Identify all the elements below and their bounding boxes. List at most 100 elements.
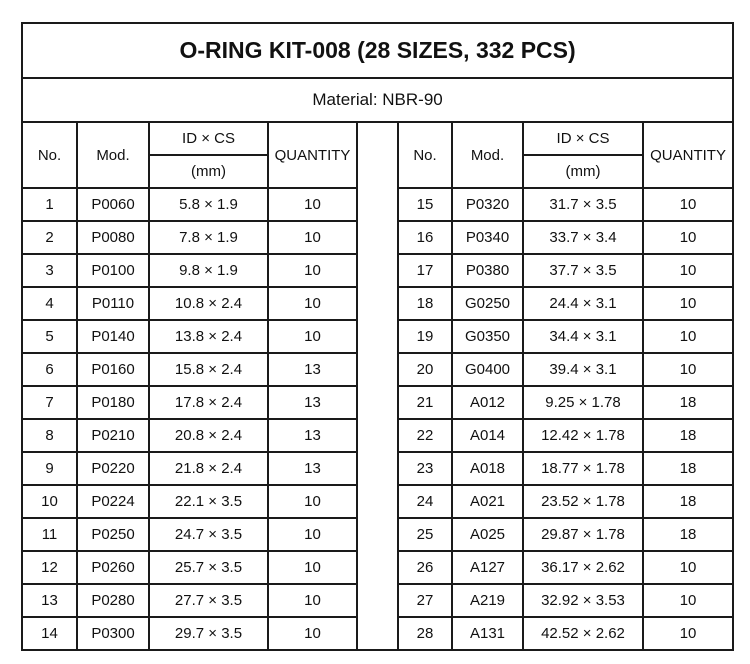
- cell-no: 19: [397, 319, 453, 354]
- table-row: 2 P0080 7.8 × 1.9 10 16 P0340 33.7 × 3.4 10: [21, 220, 735, 255]
- table-row: 14 P0300 29.7 × 3.5 10 28 A131 42.52 × 2.62 10: [21, 616, 735, 651]
- cell-mod: P0380: [451, 253, 524, 288]
- cell-no: 7: [21, 385, 78, 420]
- cell-no: 10: [21, 484, 78, 519]
- header-no: No.: [397, 121, 453, 189]
- cell-no: 2: [21, 220, 78, 255]
- cell-size: 27.7 × 3.5: [148, 583, 269, 618]
- cell-no: 11: [21, 517, 78, 552]
- cell-no: 20: [397, 352, 453, 387]
- cell-no: 26: [397, 550, 453, 585]
- cell-qty: 10: [641, 352, 735, 387]
- cell-mod: A131: [451, 616, 524, 651]
- cell-no: 9: [21, 451, 78, 486]
- cell-qty: 10: [641, 616, 735, 651]
- table-row: 7 P0180 17.8 × 2.4 13 21 A012 9.25 × 1.78 18: [21, 385, 735, 420]
- cell-mod: P0250: [76, 517, 150, 552]
- cell-qty: 13: [267, 451, 358, 486]
- cell-qty: 10: [641, 286, 735, 321]
- cell-size: 15.8 × 2.4: [148, 352, 269, 387]
- cell-no: 4: [21, 286, 78, 321]
- cell-mod: P0110: [76, 286, 150, 321]
- cell-mod: P0080: [76, 220, 150, 255]
- header-idcs: ID × CS: [148, 121, 269, 156]
- cell-qty: 18: [641, 451, 735, 486]
- cell-mod: A018: [451, 451, 524, 486]
- cell-qty: 18: [641, 418, 735, 453]
- header-idcs: ID × CS: [522, 121, 644, 156]
- cell-size: 29.87 × 1.78: [522, 517, 644, 552]
- cell-qty: 13: [267, 418, 358, 453]
- cell-size: 20.8 × 2.4: [148, 418, 269, 453]
- cell-qty: 18: [641, 484, 735, 519]
- cell-mod: P0210: [76, 418, 150, 453]
- header-quantity: QUANTITY: [267, 121, 358, 189]
- cell-size: 5.8 × 1.9: [148, 187, 269, 222]
- header-quantity: QUANTITY: [641, 121, 735, 189]
- cell-size: 36.17 × 2.62: [522, 550, 644, 585]
- cell-qty: 10: [267, 220, 358, 255]
- cell-size: 34.4 × 3.1: [522, 319, 644, 354]
- cell-no: 18: [397, 286, 453, 321]
- cell-size: 24.7 × 3.5: [148, 517, 269, 552]
- cell-mod: P0260: [76, 550, 150, 585]
- cell-mod: P0140: [76, 319, 150, 354]
- table-row: 4 P0110 10.8 × 2.4 10 18 G0250 24.4 × 3.1 10: [21, 286, 735, 321]
- cell-mod: G0400: [451, 352, 524, 387]
- cell-qty: 18: [641, 385, 735, 420]
- table-row: 12 P0260 25.7 × 3.5 10 26 A127 36.17 × 2.62 10: [21, 550, 735, 585]
- cell-mod: P0220: [76, 451, 150, 486]
- cell-no: 17: [397, 253, 453, 288]
- table-row: 9 P0220 21.8 × 2.4 13 23 A018 18.77 × 1.78 18: [21, 451, 735, 486]
- cell-no: 5: [21, 319, 78, 354]
- header-unit: (mm): [522, 154, 644, 189]
- header-unit: (mm): [148, 154, 269, 189]
- cell-size: 24.4 × 3.1: [522, 286, 644, 321]
- cell-no: 3: [21, 253, 78, 288]
- oring-kit-table: O-RING KIT-008 (28 SIZES, 332 PCS) Mater…: [20, 22, 735, 651]
- cell-mod: P0340: [451, 220, 524, 255]
- cell-size: 23.52 × 1.78: [522, 484, 644, 519]
- cell-no: 28: [397, 616, 453, 651]
- cell-mod: P0224: [76, 484, 150, 519]
- cell-qty: 10: [267, 484, 358, 519]
- cell-qty: 10: [641, 253, 735, 288]
- header-mod: Mod.: [76, 121, 150, 189]
- cell-qty: 10: [267, 253, 358, 288]
- table-row: 8 P0210 20.8 × 2.4 13 22 A014 12.42 × 1.78 18: [21, 418, 735, 453]
- cell-qty: 10: [267, 319, 358, 354]
- cell-mod: P0160: [76, 352, 150, 387]
- cell-no: 6: [21, 352, 78, 387]
- cell-size: 22.1 × 3.5: [148, 484, 269, 519]
- cell-no: 21: [397, 385, 453, 420]
- cell-mod: A021: [451, 484, 524, 519]
- header-mod: Mod.: [451, 121, 524, 189]
- cell-no: 23: [397, 451, 453, 486]
- column-gap: [356, 121, 399, 651]
- cell-qty: 10: [267, 550, 358, 585]
- cell-mod: A219: [451, 583, 524, 618]
- cell-mod: A014: [451, 418, 524, 453]
- cell-mod: P0320: [451, 187, 524, 222]
- cell-qty: 10: [267, 517, 358, 552]
- cell-no: 1: [21, 187, 78, 222]
- table-row: 13 P0280 27.7 × 3.5 10 27 A219 32.92 × 3.53 10: [21, 583, 735, 618]
- table-row: 10 P0224 22.1 × 3.5 10 24 A021 23.52 × 1.78 18: [21, 484, 735, 519]
- table-row: 3 P0100 9.8 × 1.9 10 17 P0380 37.7 × 3.5 10: [21, 253, 735, 288]
- header-no: No.: [21, 121, 78, 189]
- cell-mod: G0250: [451, 286, 524, 321]
- cell-no: 16: [397, 220, 453, 255]
- material-label: Material: NBR-90: [20, 77, 735, 123]
- cell-qty: 13: [267, 352, 358, 387]
- cell-size: 32.92 × 3.53: [522, 583, 644, 618]
- cell-size: 13.8 × 2.4: [148, 319, 269, 354]
- cell-qty: 10: [641, 583, 735, 618]
- table-row: 5 P0140 13.8 × 2.4 10 19 G0350 34.4 × 3.1 10: [21, 319, 735, 354]
- cell-size: 10.8 × 2.4: [148, 286, 269, 321]
- cell-mod: P0280: [76, 583, 150, 618]
- cell-mod: G0350: [451, 319, 524, 354]
- cell-size: 29.7 × 3.5: [148, 616, 269, 651]
- cell-mod: A127: [451, 550, 524, 585]
- cell-size: 21.8 × 2.4: [148, 451, 269, 486]
- cell-no: 8: [21, 418, 78, 453]
